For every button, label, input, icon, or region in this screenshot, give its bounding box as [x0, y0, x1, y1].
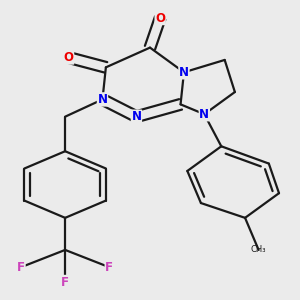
- Text: F: F: [17, 261, 25, 274]
- Text: N: N: [199, 108, 209, 121]
- Text: F: F: [105, 261, 113, 274]
- Text: CH₃: CH₃: [251, 245, 266, 254]
- Text: N: N: [131, 110, 141, 123]
- Text: N: N: [98, 93, 107, 106]
- Text: F: F: [61, 275, 69, 289]
- Text: O: O: [155, 11, 165, 25]
- Text: O: O: [64, 51, 74, 64]
- Text: N: N: [179, 66, 189, 79]
